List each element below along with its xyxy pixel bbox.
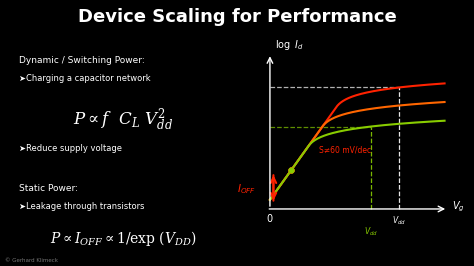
- Text: $V_g$: $V_g$: [452, 200, 464, 214]
- Text: © Gerhard Klimeck: © Gerhard Klimeck: [5, 258, 58, 263]
- Text: $V_{dd}$: $V_{dd}$: [392, 214, 406, 227]
- Text: $P \propto f \ \ C_L \ V_{dd}^{2}$: $P \propto f \ \ C_L \ V_{dd}^{2}$: [73, 106, 173, 133]
- Text: $\log\ I_d$: $\log\ I_d$: [275, 39, 304, 52]
- Text: Static Power:: Static Power:: [19, 184, 78, 193]
- Text: $V_{dd}$: $V_{dd}$: [364, 226, 378, 238]
- Text: Dynamic / Switching Power:: Dynamic / Switching Power:: [19, 56, 145, 65]
- Text: ➤Leakage through transistors: ➤Leakage through transistors: [19, 202, 145, 211]
- Text: $P \propto I_{OFF} \propto 1/\mathrm{exp}\ (V_{DD})$: $P \propto I_{OFF} \propto 1/\mathrm{exp…: [50, 229, 197, 248]
- Text: $I_{OFF}$: $I_{OFF}$: [237, 182, 256, 196]
- Text: ➤Charging a capacitor network: ➤Charging a capacitor network: [19, 74, 151, 84]
- Text: Device Scaling for Performance: Device Scaling for Performance: [78, 8, 396, 26]
- Text: 0: 0: [267, 214, 273, 225]
- Text: S≠60 mV/dec: S≠60 mV/dec: [319, 146, 371, 155]
- Text: ➤Reduce supply voltage: ➤Reduce supply voltage: [19, 144, 122, 153]
